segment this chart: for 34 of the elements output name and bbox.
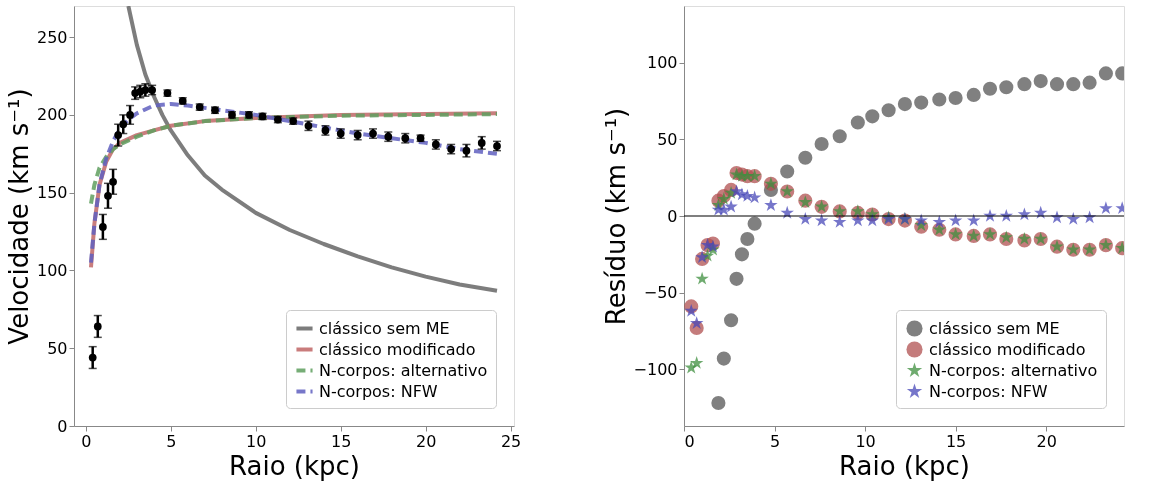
x-tick-label: 15 [331, 431, 352, 451]
x-tick-label: 10 [855, 431, 876, 451]
legend-label: N-corpos: NFW [929, 381, 1048, 401]
y-tick-label: 0 [57, 416, 68, 436]
x-axis-title: Raio (kpc) [839, 450, 970, 481]
x-tick-label: 20 [415, 431, 437, 451]
y-tick-label: 250 [36, 27, 68, 47]
legend-label: clássico modificado [319, 339, 476, 359]
y-tick-label: 200 [36, 105, 68, 125]
legend-label: N-corpos: NFW [319, 381, 438, 401]
legend-label: clássico sem ME [319, 318, 450, 338]
x-tick-label: 10 [246, 431, 267, 451]
x-tick-label: 25 [500, 431, 522, 451]
x-tick-label: 0 [684, 431, 695, 451]
legend-label: N-corpos: alternativo [319, 360, 488, 380]
y-axis-title: Velocidade (km s⁻¹) [3, 88, 34, 345]
y-tick-label: 100 [646, 53, 678, 73]
x-tick-label: 5 [769, 431, 781, 451]
x-tick-label: 5 [166, 431, 177, 451]
legend-label: N-corpos: alternativo [929, 360, 1098, 380]
y-tick-label: 50 [657, 129, 678, 149]
y-tick-label: −100 [633, 359, 678, 379]
legend-label: clássico sem ME [929, 318, 1060, 338]
legend-label: clássico modificado [929, 339, 1086, 359]
y-tick-label: 50 [47, 338, 68, 358]
y-tick-label: 100 [36, 260, 68, 280]
y-tick-label: −50 [643, 283, 678, 303]
y-tick-label: 150 [36, 183, 68, 203]
x-tick-label: 15 [945, 431, 967, 451]
y-tick-label: 0 [667, 206, 678, 226]
x-axis-title: Raio (kpc) [229, 450, 360, 481]
x-tick-label: 20 [1036, 431, 1057, 451]
x-tick-label: 0 [81, 431, 92, 451]
y-axis-title: Resíduo (km s⁻¹) [600, 107, 631, 326]
